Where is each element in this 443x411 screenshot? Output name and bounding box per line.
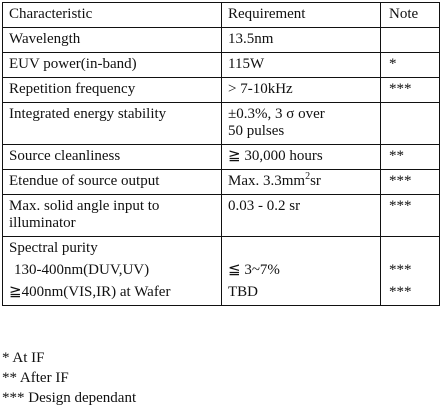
sub-requirement: ≦ 3~7% bbox=[228, 262, 280, 278]
characteristic-cell: Max. solid angle input to illuminator bbox=[2, 194, 222, 237]
requirement-line: 50 pulses bbox=[228, 123, 285, 139]
characteristic-cell: Spectral purity 130-400nm(DUV,UV) ≧400nm… bbox=[2, 236, 222, 306]
sub-requirement: TBD bbox=[228, 284, 258, 300]
requirement-cell: 13.5nm bbox=[221, 27, 381, 53]
characteristic-line: illuminator bbox=[9, 215, 76, 231]
footnotes: * At IF ** After IF *** Design dependant bbox=[2, 348, 136, 408]
footnote: * At IF bbox=[2, 350, 45, 366]
requirement-cell: ≧ 30,000 hours bbox=[221, 144, 381, 170]
characteristic-cell: EUV power(in-band) bbox=[2, 52, 222, 78]
superscript: 2 bbox=[305, 171, 311, 182]
footnote: ** After IF bbox=[2, 370, 69, 386]
spec-table: Characteristic Requirement Note Waveleng… bbox=[2, 2, 440, 306]
requirement-cell: ≦ 3~7% TBD bbox=[221, 236, 381, 306]
header-characteristic: Characteristic bbox=[2, 2, 222, 28]
characteristic-cell: Integrated energy stability bbox=[2, 102, 222, 145]
characteristic-cell: Etendue of source output bbox=[2, 169, 222, 195]
characteristic-cell: Repetition frequency bbox=[2, 77, 222, 103]
sub-note: *** bbox=[389, 284, 412, 300]
note-cell: * bbox=[380, 52, 440, 78]
requirement-text: Max. 3.3mm bbox=[228, 173, 306, 189]
note-cell bbox=[380, 102, 440, 145]
requirement-cell: > 7-10kHz bbox=[221, 77, 381, 103]
table-row: Etendue of source output Max. 3.3mm2sr *… bbox=[2, 169, 440, 195]
sub-characteristic: 130-400nm(DUV,UV) bbox=[14, 262, 150, 278]
table-row: EUV power(in-band) 115W * bbox=[2, 52, 440, 78]
requirement-cell: Max. 3.3mm2sr bbox=[221, 169, 381, 195]
sub-characteristic: ≧400nm(VIS,IR) at Wafer bbox=[9, 284, 171, 300]
header-note: Note bbox=[380, 2, 440, 28]
note-cell: *** *** bbox=[380, 236, 440, 306]
note-cell: *** bbox=[380, 77, 440, 103]
note-cell: *** bbox=[380, 169, 440, 195]
requirement-cell: 0.03 - 0.2 sr bbox=[221, 194, 381, 237]
table-row: Repetition frequency > 7-10kHz *** bbox=[2, 77, 440, 103]
sub-note: *** bbox=[389, 262, 412, 278]
table-row: Max. solid angle input to illuminator 0.… bbox=[2, 194, 440, 237]
table-row: Integrated energy stability ±0.3%, 3 σ o… bbox=[2, 102, 440, 145]
table-row-spectral-purity: Spectral purity 130-400nm(DUV,UV) ≧400nm… bbox=[2, 236, 440, 306]
requirement-unit: sr bbox=[310, 173, 321, 189]
characteristic-cell: Source cleanliness bbox=[2, 144, 222, 170]
requirement-line: ±0.3%, 3 σ over bbox=[228, 106, 325, 122]
table-header-row: Characteristic Requirement Note bbox=[2, 2, 440, 28]
characteristic-line: Spectral purity bbox=[9, 240, 98, 256]
requirement-cell: ±0.3%, 3 σ over 50 pulses bbox=[221, 102, 381, 145]
footnote: *** Design dependant bbox=[2, 390, 137, 406]
characteristic-line: Max. solid angle input to bbox=[9, 198, 160, 214]
note-cell bbox=[380, 27, 440, 53]
table-row: Wavelength 13.5nm bbox=[2, 27, 440, 53]
table-row: Source cleanliness ≧ 30,000 hours ** bbox=[2, 144, 440, 170]
note-cell: ** bbox=[380, 144, 440, 170]
characteristic-cell: Wavelength bbox=[2, 27, 222, 53]
note-cell: *** bbox=[380, 194, 440, 237]
header-requirement: Requirement bbox=[221, 2, 381, 28]
requirement-cell: 115W bbox=[221, 52, 381, 78]
